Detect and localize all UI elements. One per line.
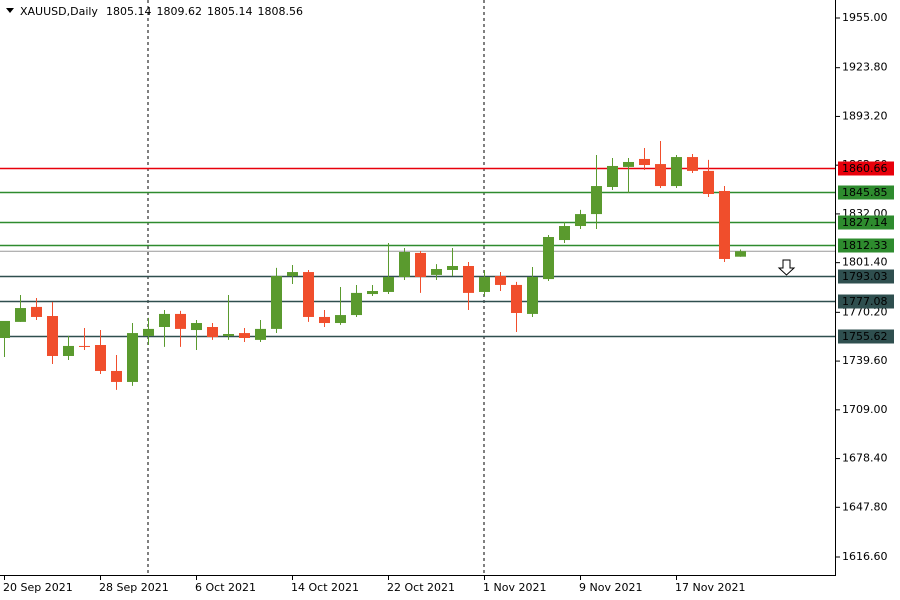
y-tick-label: 1801.40	[842, 256, 888, 269]
level-labels: 1860.66 1845.85 1827.14 1812.33 1793.03 1777.…	[838, 161, 894, 344]
candle-body	[671, 157, 682, 187]
y-tick-label: 1923.80	[842, 61, 888, 74]
candle-body	[735, 251, 746, 257]
y-tick-label: 1647.80	[842, 500, 888, 513]
level-label: 1793.03	[842, 270, 888, 283]
candle-body	[207, 327, 218, 338]
candle-body	[383, 276, 394, 292]
level-label-box	[838, 215, 894, 230]
level-label: 1812.33	[842, 239, 888, 252]
candle-body	[431, 269, 442, 275]
candle-body	[591, 186, 602, 215]
candle-body	[527, 276, 538, 314]
symbol: XAUUSD,Daily	[20, 5, 98, 18]
candle-body	[703, 170, 714, 195]
x-tick-label: 22 Oct 2021	[387, 581, 455, 594]
x-tick-label: 6 Oct 2021	[195, 581, 256, 594]
candles	[0, 140, 746, 390]
level-label: 1777.08	[842, 295, 888, 308]
y-axis: 1955.001923.801893.201862.601832.001801.…	[836, 11, 888, 563]
candle-body	[639, 158, 650, 166]
candle-body	[655, 164, 666, 187]
candle-body	[79, 345, 90, 347]
x-tick-label: 28 Sep 2021	[99, 581, 169, 594]
candle-body	[479, 276, 490, 292]
candle-body	[31, 306, 42, 317]
level-label: 1827.14	[842, 216, 888, 229]
level-label: 1860.66	[842, 162, 888, 175]
candle-body	[623, 161, 634, 167]
y-tick-label: 1770.20	[842, 305, 888, 318]
candle-body	[719, 190, 730, 259]
candle-body	[319, 316, 330, 324]
candle-body	[415, 252, 426, 277]
y-tick-label: 1709.00	[842, 403, 888, 416]
level-label-box	[838, 294, 894, 309]
x-tick-label: 1 Nov 2021	[483, 581, 546, 594]
candle-body	[463, 265, 474, 293]
candle-body	[143, 328, 154, 336]
x-tick-label: 9 Nov 2021	[579, 581, 642, 594]
candle-body	[255, 328, 266, 340]
candle-body	[191, 323, 202, 331]
open-value: 1805.14	[106, 5, 152, 18]
low-value: 1805.14	[207, 5, 253, 18]
candle-body	[303, 272, 314, 317]
candle-body	[495, 276, 506, 285]
x-axis: 20 Sep 2021 28 Sep 2021 6 Oct 2021 14 Oct 2…	[3, 575, 745, 594]
high-value: 1809.62	[156, 5, 202, 18]
candle-body	[47, 316, 58, 356]
y-tick-label: 1739.60	[842, 354, 888, 367]
level-label: 1845.85	[842, 186, 888, 199]
y-tick-label: 1616.60	[842, 550, 888, 563]
candle-body	[607, 165, 618, 187]
x-tick-label: 17 Nov 2021	[675, 581, 745, 594]
arrow-icon	[777, 259, 796, 276]
candle-body	[559, 226, 570, 241]
candle-body	[63, 345, 74, 356]
candle-body	[575, 214, 586, 227]
x-tick-label: 20 Sep 2021	[3, 581, 73, 594]
x-tick-label: 14 Oct 2021	[291, 581, 359, 594]
level-label: 1755.62	[842, 330, 888, 343]
candle-body	[95, 345, 106, 371]
y-tick-label: 1955.00	[842, 11, 888, 24]
candle-body	[111, 370, 122, 382]
candle-body	[447, 265, 458, 270]
candle-body	[223, 334, 234, 336]
close-value: 1808.56	[257, 5, 303, 18]
candle-body	[367, 291, 378, 295]
dropdown-icon	[6, 8, 14, 13]
candle-body	[159, 313, 170, 328]
candle-body	[239, 333, 250, 338]
candle-body	[175, 313, 186, 329]
candle-body	[15, 308, 26, 322]
level-label-box	[838, 238, 894, 253]
y-tick-label: 1893.20	[842, 109, 888, 122]
candle-body	[335, 315, 346, 324]
candle-body	[687, 157, 698, 171]
candle-body	[127, 333, 138, 382]
y-tick-label: 1678.40	[842, 452, 888, 465]
candle-body	[287, 272, 298, 277]
level-label-box	[838, 161, 894, 176]
level-label-box	[838, 329, 894, 344]
candle-body	[271, 276, 282, 329]
candle-body	[399, 251, 410, 277]
candle-body	[543, 237, 554, 280]
candle-body	[511, 284, 522, 313]
candle-body	[0, 320, 10, 338]
candle-body	[351, 292, 362, 316]
level-label-box	[838, 269, 894, 284]
header: XAUUSD,Daily 1805.14 1809.62 1805.14 1808.56	[20, 5, 303, 18]
level-label-box	[838, 185, 894, 200]
